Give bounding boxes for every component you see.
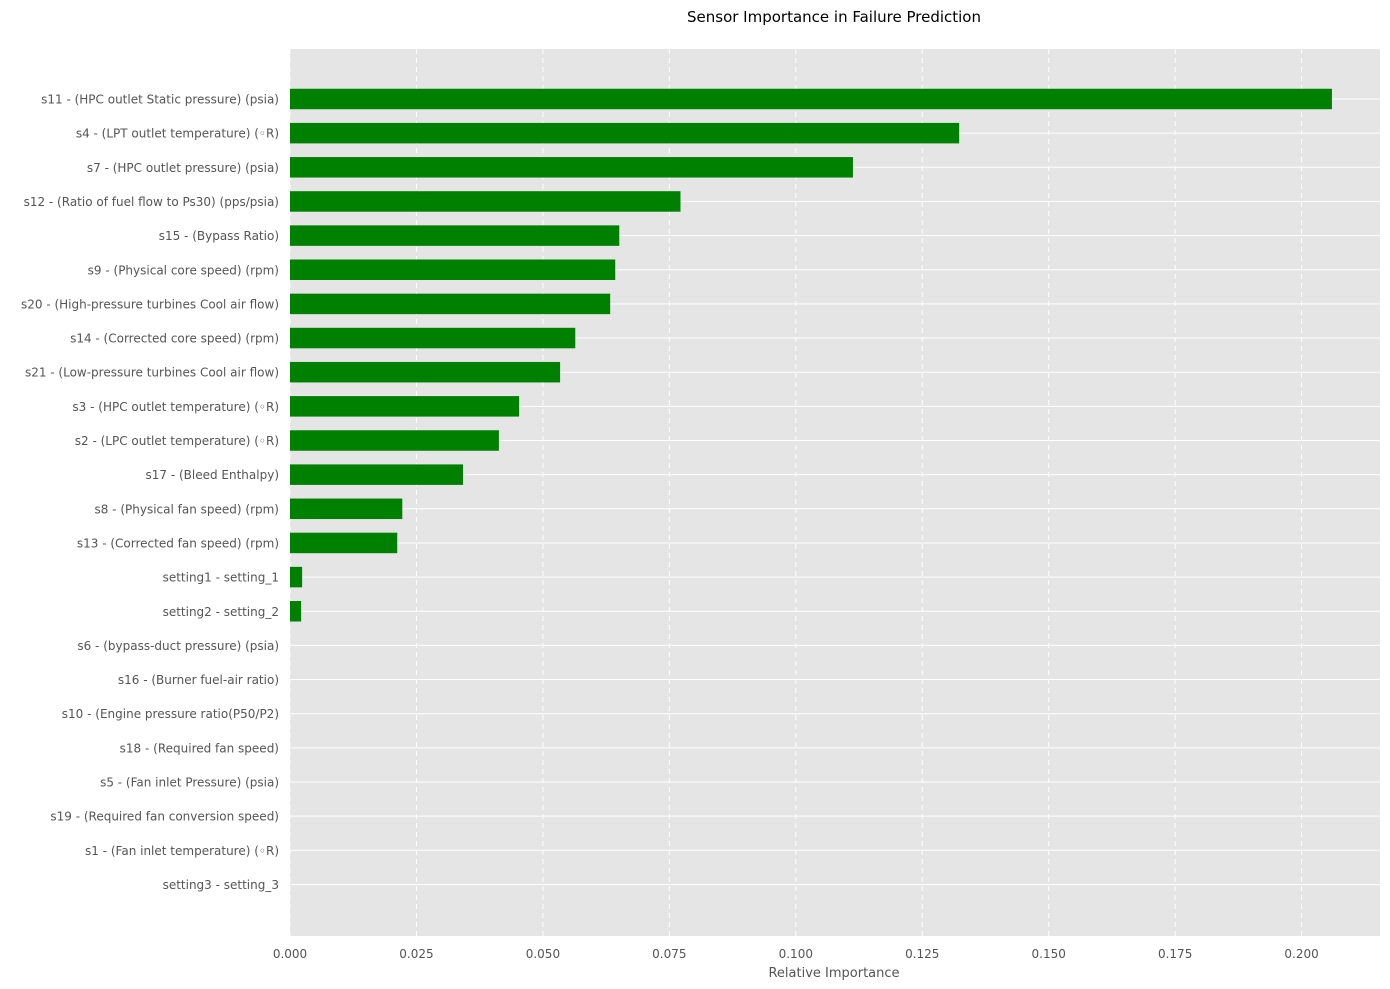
x-tick-label: 0.150 — [1032, 947, 1066, 961]
y-tick-label: s7 - (HPC outlet pressure) (psia) — [87, 161, 279, 175]
y-tick-label: setting3 - setting_3 — [163, 878, 279, 892]
y-tick-label: s15 - (Bypass Ratio) — [159, 229, 279, 243]
bar — [290, 430, 499, 451]
y-tick-label: s3 - (HPC outlet temperature) (◦R) — [72, 400, 279, 414]
x-tick-labels: 0.000 0.025 0.050 0.075 0.100 0.125 0.150 0.175… — [273, 947, 1319, 961]
bar — [290, 88, 1332, 110]
y-tick-label: setting1 - setting_1 — [163, 571, 279, 585]
y-tick-label: s4 - (LPT outlet temperature) (◦R) — [76, 127, 279, 141]
y-tick-label: s9 - (Physical core speed) (rpm) — [88, 263, 279, 277]
chart-title: Sensor Importance in Failure Prediction — [687, 8, 981, 26]
x-axis-label: Relative Importance — [768, 966, 899, 981]
bar — [290, 225, 620, 246]
x-tick-label: 0.175 — [1158, 947, 1192, 961]
y-tick-label: s13 - (Corrected fan speed) (rpm) — [77, 536, 279, 550]
y-tick-label: s11 - (HPC outlet Static pressure) (psia… — [41, 93, 279, 107]
y-tick-label: s6 - (bypass-duct pressure) (psia) — [77, 639, 279, 653]
bars — [290, 88, 1332, 622]
y-tick-label: s12 - (Ratio of fuel flow to Ps30) (pps/… — [24, 195, 279, 209]
y-tick-label: s10 - (Engine pressure ratio(P50/P2) — [62, 707, 279, 721]
y-tick-labels: s11 - (HPC outlet Static pressure) (psia… — [21, 93, 279, 892]
x-tick-label: 0.100 — [779, 947, 813, 961]
y-tick-label: s18 - (Required fan speed) — [120, 741, 279, 755]
y-tick-label: s19 - (Required fan conversion speed) — [50, 810, 279, 824]
y-tick-label: s20 - (High-pressure turbines Cool air f… — [21, 297, 279, 311]
bar — [290, 361, 561, 383]
plot-background — [290, 49, 1380, 936]
bar — [290, 464, 463, 485]
bar — [290, 293, 611, 315]
y-tick-label: s16 - (Burner fuel-air ratio) — [118, 673, 279, 687]
y-tick-label: s21 - (Low-pressure turbines Cool air fl… — [25, 366, 279, 380]
bar — [290, 191, 681, 212]
bar — [290, 532, 398, 554]
bar — [290, 122, 960, 144]
bar — [290, 601, 302, 622]
x-tick-label: 0.075 — [652, 947, 686, 961]
bar — [290, 259, 616, 280]
x-tick-label: 0.025 — [399, 947, 433, 961]
y-tick-label: s8 - (Physical fan speed) (rpm) — [94, 502, 279, 516]
y-tick-label: s1 - (Fan inlet temperature) (◦R) — [85, 844, 279, 858]
y-tick-label: s2 - (LPC outlet temperature) (◦R) — [75, 434, 279, 448]
x-tick-label: 0.050 — [526, 947, 560, 961]
y-tick-label: setting2 - setting_2 — [163, 605, 279, 619]
x-tick-label: 0.125 — [905, 947, 939, 961]
y-tick-label: s14 - (Corrected core speed) (rpm) — [70, 332, 279, 346]
bar — [290, 327, 576, 349]
y-tick-label: s17 - (Bleed Enthalpy) — [145, 468, 279, 482]
bar — [290, 498, 403, 520]
x-tick-label: 0.200 — [1284, 947, 1318, 961]
bar — [290, 157, 853, 178]
y-tick-label: s5 - (Fan inlet Pressure) (psia) — [100, 776, 279, 790]
x-tick-label: 0.000 — [273, 947, 307, 961]
bar — [290, 396, 520, 417]
bar — [290, 566, 303, 588]
